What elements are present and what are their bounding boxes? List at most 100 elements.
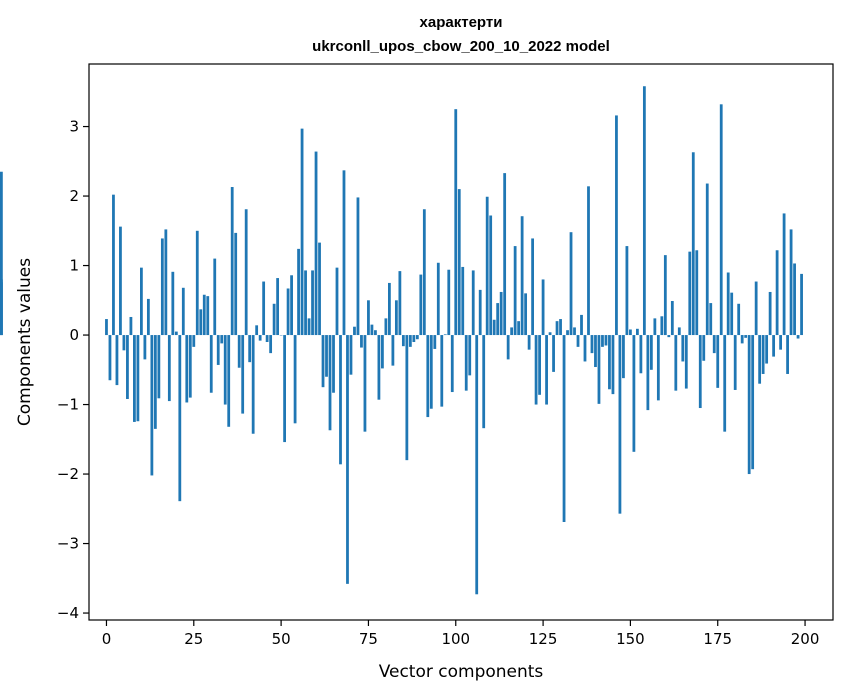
y-tick-label--3: −3 [57, 535, 79, 553]
bar-193 [779, 335, 782, 350]
x-tick-label-200: 200 [791, 630, 820, 648]
bar-68 [342, 170, 346, 336]
bar-100 [454, 109, 458, 336]
bar-184 [747, 335, 751, 475]
bar-51 [283, 335, 286, 443]
bar-181 [737, 303, 741, 336]
bar-189 [765, 335, 769, 364]
bar-125 [541, 279, 545, 336]
bar-166 [684, 335, 688, 389]
bar-33 [220, 335, 224, 344]
bar-138 [587, 186, 590, 336]
bar-158 [656, 335, 660, 401]
bar-60 [314, 151, 318, 336]
bar-196 [789, 229, 793, 336]
chart-title: характерти [420, 14, 503, 31]
plot-frame [88, 63, 834, 621]
bar-27 [199, 309, 203, 336]
bar-176 [719, 104, 723, 336]
bar-174 [712, 335, 716, 354]
bar-7 [129, 316, 133, 336]
bar-104 [468, 335, 472, 376]
bar-35 [227, 335, 231, 427]
bar-14 [153, 335, 157, 429]
bar-148 [622, 335, 625, 379]
bar-143 [604, 335, 608, 346]
bar-73 [360, 335, 363, 348]
x-tick-label-25: 25 [184, 630, 203, 648]
bar-165 [681, 335, 685, 362]
bar-21 [178, 335, 182, 502]
bar-186 [754, 281, 758, 336]
bar-115 [506, 335, 510, 360]
bar-121 [527, 335, 531, 350]
bar-38 [237, 335, 241, 368]
bar-129 [555, 321, 559, 336]
bar-22 [181, 287, 185, 336]
bar-40 [244, 209, 248, 336]
bar-162 [670, 301, 674, 336]
bar-155 [646, 335, 650, 411]
bar-133 [569, 232, 573, 336]
bar-195 [786, 335, 789, 374]
bar-116 [510, 327, 514, 336]
y-tick-label-0: 0 [69, 326, 79, 344]
bar-119 [520, 216, 524, 336]
bar-36 [230, 187, 234, 336]
bar-61 [318, 242, 321, 336]
bar-112 [496, 303, 500, 336]
bar-30 [209, 335, 213, 393]
bar-19 [171, 271, 175, 336]
bar-120 [524, 293, 528, 336]
bar-63 [325, 335, 328, 377]
x-axis-label: Vector components [379, 662, 544, 682]
bar-9 [136, 335, 140, 422]
bar-86 [405, 335, 409, 461]
bar-169 [695, 250, 699, 336]
bar-26 [195, 230, 199, 336]
bar-194 [782, 213, 786, 336]
x-tick-label-100: 100 [441, 630, 470, 648]
bar-128 [552, 335, 555, 372]
bar-163 [674, 335, 678, 391]
bar-82 [391, 335, 395, 366]
bar-56 [300, 128, 304, 336]
bar-151 [632, 335, 636, 452]
bar-168 [691, 152, 695, 336]
bar-110 [489, 215, 493, 336]
bar-118 [517, 321, 521, 336]
bar-175 [716, 335, 720, 388]
bar-31 [213, 258, 217, 336]
bar-32 [216, 335, 220, 365]
x-tick-label-75: 75 [359, 630, 378, 648]
bar-42 [251, 335, 255, 434]
bar-164 [677, 327, 681, 336]
y-tick-label--2: −2 [57, 465, 79, 483]
bar-167 [688, 251, 692, 336]
bar-18 [167, 335, 171, 402]
bar-80 [384, 318, 388, 336]
bar-171 [702, 335, 706, 361]
bar-45 [262, 281, 266, 336]
bar-58 [307, 318, 311, 336]
bar-182 [740, 335, 744, 344]
bar-44 [258, 335, 262, 341]
bar-114 [503, 173, 507, 336]
bar-137 [583, 335, 587, 362]
bar-141 [597, 335, 601, 404]
bar-54 [293, 335, 297, 424]
bar-53 [290, 275, 293, 336]
bar-12 [146, 298, 150, 336]
bar-25 [192, 335, 196, 347]
bar-70 [349, 335, 353, 375]
bar-76 [370, 324, 374, 336]
bar-57 [304, 270, 307, 336]
bar-52 [286, 288, 290, 336]
bar-91 [422, 209, 426, 336]
bar-37 [234, 232, 238, 336]
bar-undefined [0, 279, 3, 336]
bar-78 [377, 335, 381, 400]
bar-199 [800, 273, 803, 336]
